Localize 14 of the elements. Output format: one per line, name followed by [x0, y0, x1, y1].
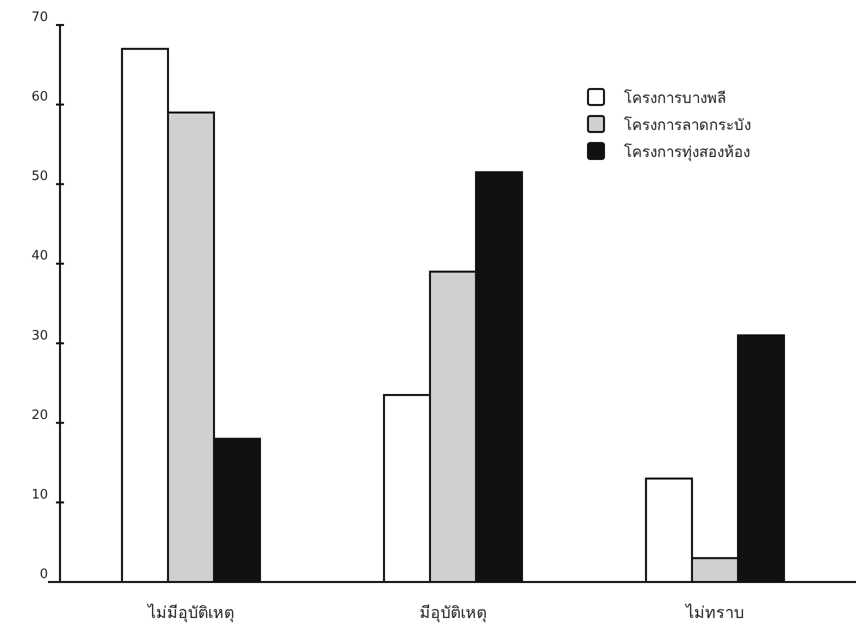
x-tick-label: มีอุบัติเหตุ: [420, 603, 486, 623]
legend-label: โครงการลาดกระบัง: [624, 116, 751, 134]
y-tick-label: 50: [31, 169, 48, 184]
y-tick-label: 30: [31, 328, 48, 344]
y-tick-label: 10: [31, 487, 48, 502]
y-tick-label: 0: [40, 567, 48, 582]
legend-label: โครงการบางพลี: [624, 89, 726, 107]
x-tick-label: ไม่มีอุบัติเหตุ: [146, 603, 234, 623]
y-tick-label: 40: [31, 248, 48, 264]
y-tick-label: 60: [31, 90, 48, 105]
y-tick-label: 70: [31, 10, 48, 25]
legend-label: โครงการทุ่งสองห้อง: [624, 143, 750, 162]
y-tick-label: 20: [31, 408, 48, 423]
x-tick-label: ไม่ทราบ: [684, 603, 744, 622]
